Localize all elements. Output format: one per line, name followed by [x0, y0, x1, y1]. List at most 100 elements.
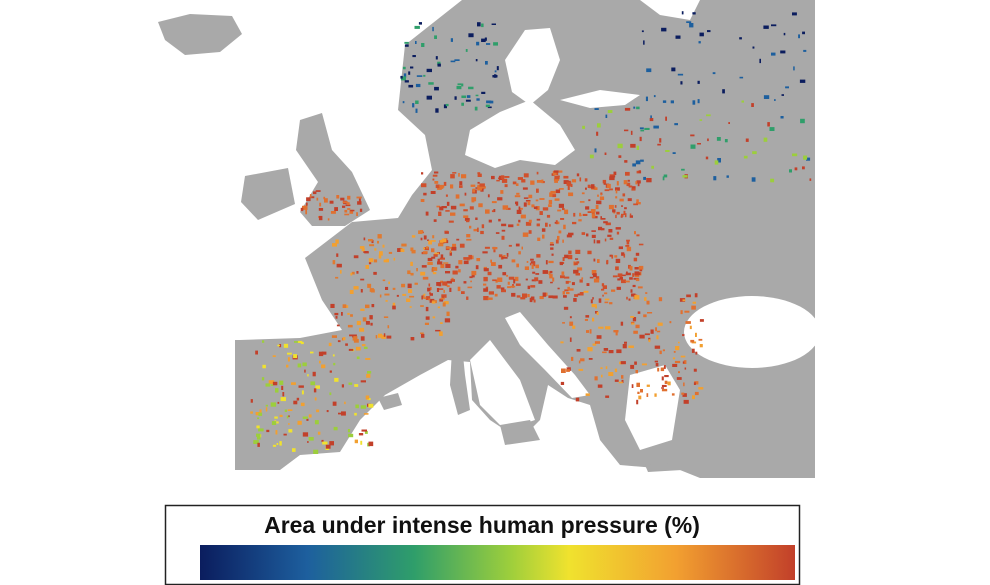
- hotspot: [589, 329, 592, 334]
- hotspot: [404, 44, 409, 47]
- hotspot: [667, 381, 671, 386]
- hotspot: [568, 232, 574, 236]
- hotspot: [386, 335, 392, 339]
- hotspot: [614, 205, 617, 208]
- hotspot: [597, 259, 600, 263]
- hotspot: [341, 411, 346, 416]
- hotspot: [400, 75, 403, 79]
- hotspot: [454, 59, 460, 61]
- hotspot: [488, 291, 494, 295]
- hotspot: [476, 98, 480, 101]
- hotspot: [498, 254, 503, 258]
- hotspot: [630, 321, 635, 325]
- hotspot: [444, 230, 449, 233]
- hotspot: [508, 244, 512, 247]
- hotspot: [329, 392, 332, 396]
- hotspot: [604, 152, 607, 155]
- hotspot: [440, 322, 443, 324]
- hotspot: [716, 137, 721, 141]
- hotspot: [548, 295, 554, 299]
- hotspot: [712, 72, 716, 75]
- hotspot: [432, 316, 436, 319]
- hotspot: [475, 265, 479, 270]
- hotspot: [569, 316, 572, 319]
- hotspot: [521, 179, 526, 183]
- hotspot: [593, 273, 597, 278]
- hotspot: [469, 225, 472, 229]
- hotspot: [276, 443, 279, 445]
- hotspot: [329, 200, 334, 204]
- hotspot: [371, 239, 374, 244]
- hotspot: [596, 335, 602, 339]
- hotspot: [569, 321, 574, 326]
- hotspot: [421, 265, 427, 268]
- hotspot: [591, 213, 596, 218]
- hotspot: [425, 296, 431, 300]
- hotspot: [565, 280, 569, 284]
- hotspot: [638, 243, 644, 246]
- hotspot: [567, 255, 573, 260]
- hotspot: [615, 196, 618, 199]
- hotspot: [577, 293, 582, 296]
- hotspot: [616, 349, 622, 354]
- hotspot: [629, 266, 633, 271]
- hotspot: [534, 277, 539, 282]
- hotspot: [410, 261, 413, 266]
- hotspot: [694, 381, 699, 385]
- hotspot: [646, 68, 652, 73]
- hotspot: [569, 337, 572, 342]
- hotspot: [533, 299, 536, 303]
- hotspot: [536, 171, 539, 175]
- hotspot: [511, 292, 516, 297]
- hotspot: [741, 100, 744, 103]
- hotspot: [643, 314, 647, 318]
- hotspot: [412, 103, 415, 108]
- hotspot: [644, 297, 647, 301]
- hotspot: [360, 380, 366, 383]
- hotspot: [430, 240, 436, 242]
- hotspot: [379, 251, 383, 256]
- hotspot: [649, 118, 654, 122]
- hotspot: [452, 243, 457, 248]
- hotspot: [603, 221, 608, 224]
- hotspot: [597, 194, 599, 197]
- hotspot: [312, 371, 316, 377]
- hotspot: [663, 174, 668, 178]
- hotspot: [803, 155, 808, 160]
- hotspot: [606, 259, 609, 264]
- hotspot: [637, 182, 640, 187]
- hotspot: [640, 389, 643, 393]
- hotspot: [358, 433, 364, 436]
- hotspot: [329, 441, 334, 446]
- hotspot: [491, 175, 495, 180]
- hotspot: [353, 255, 359, 259]
- hotspot: [501, 289, 506, 293]
- hotspot: [680, 355, 686, 358]
- hotspot: [656, 335, 659, 340]
- hotspot: [463, 215, 469, 218]
- hotspot: [449, 250, 452, 253]
- hotspot: [671, 67, 676, 72]
- hotspot: [516, 223, 520, 226]
- hotspot: [452, 270, 458, 275]
- hotspot: [618, 381, 623, 384]
- hotspot: [350, 272, 353, 276]
- hotspot: [596, 311, 599, 316]
- hotspot: [674, 123, 678, 126]
- hotspot: [425, 211, 429, 216]
- hotspot: [692, 395, 695, 400]
- hotspot: [409, 295, 415, 298]
- hotspot: [604, 301, 609, 304]
- hotspot: [450, 212, 456, 216]
- hotspot: [661, 376, 664, 381]
- hotspot: [608, 372, 614, 376]
- hotspot: [485, 104, 490, 108]
- hotspot: [374, 248, 377, 251]
- hotspot: [809, 178, 812, 181]
- balearic-islands: [378, 393, 402, 410]
- hotspot: [371, 304, 375, 308]
- hotspot: [593, 278, 600, 283]
- hotspot: [459, 185, 463, 188]
- hotspot: [306, 418, 309, 421]
- hotspot: [655, 327, 657, 332]
